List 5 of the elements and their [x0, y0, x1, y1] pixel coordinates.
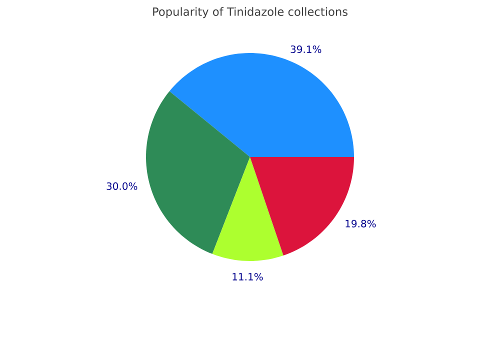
data-label: 39.1% — [290, 45, 322, 54]
data-label: 11.1% — [232, 272, 263, 281]
data-label: 19.8% — [346, 220, 376, 228]
data-label: 30.0% — [106, 182, 138, 190]
chart-title: Popularity of Tinidazole collections — [153, 7, 348, 18]
